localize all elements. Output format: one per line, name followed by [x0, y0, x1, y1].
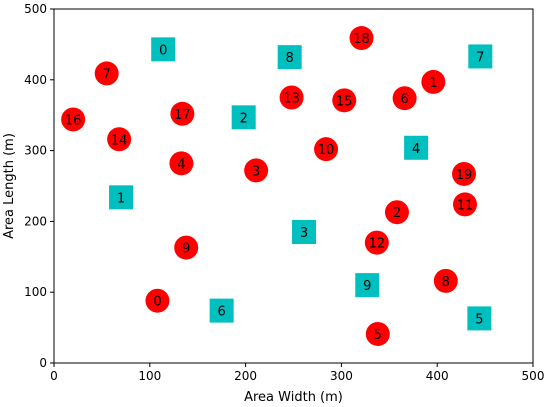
x-tick-label: 300 — [330, 369, 353, 383]
square-marker — [404, 135, 429, 160]
square-marker — [209, 298, 234, 323]
marker-label: 5 — [374, 328, 382, 343]
square-marker — [277, 45, 302, 70]
marker-label: 8 — [286, 51, 294, 66]
marker-label: 3 — [300, 226, 308, 241]
marker-label: 13 — [283, 92, 300, 107]
y-tick-label: 100 — [24, 285, 47, 299]
circle-marker — [332, 88, 357, 113]
marker-label: 2 — [393, 206, 401, 221]
marker-label: 7 — [476, 50, 484, 65]
y-tick-label: 500 — [24, 2, 47, 16]
y-axis-label: Area Length (m) — [2, 133, 17, 239]
circle-marker — [433, 268, 458, 293]
circle-marker — [392, 86, 417, 111]
circle-marker — [170, 101, 195, 126]
marker-label: 9 — [182, 242, 190, 257]
marker-label: 15 — [336, 94, 353, 109]
circle-marker — [169, 151, 194, 176]
marker-label: 1 — [117, 191, 125, 206]
square-marker — [355, 273, 380, 298]
circle-marker — [365, 321, 390, 346]
square-marker — [109, 185, 134, 210]
x-tick-label: 200 — [234, 369, 257, 383]
y-tick-label: 0 — [39, 356, 47, 370]
marker-label: 16 — [65, 113, 82, 128]
circle-marker — [384, 200, 409, 225]
x-axis-ticks: 0 100 200 300 400 500 — [50, 363, 544, 383]
square-marker — [292, 220, 317, 245]
square-marker — [231, 105, 256, 130]
marker-label: 6 — [218, 305, 226, 320]
marker-label: 2 — [240, 111, 248, 126]
circle-marker — [452, 161, 477, 186]
marker-label: 1 — [429, 76, 437, 91]
marker-label: 19 — [456, 168, 473, 183]
square-marker — [151, 37, 176, 62]
plot-area-frame — [53, 8, 534, 364]
marker-label: 0 — [153, 295, 161, 310]
marker-label: 7 — [103, 67, 111, 82]
marker-label: 4 — [177, 157, 185, 172]
x-tick-label: 400 — [426, 369, 449, 383]
circle-marker — [94, 61, 119, 86]
x-axis-label: Area Width (m) — [244, 390, 343, 405]
marker-label: 14 — [111, 133, 128, 148]
circle-marker — [61, 107, 86, 132]
circle-marker — [279, 85, 304, 110]
x-tick-label: 0 — [50, 369, 58, 383]
marker-label: 8 — [442, 275, 450, 290]
circle-marker — [174, 235, 199, 260]
circle-marker — [314, 137, 339, 162]
circle-marker — [145, 288, 170, 313]
circle-marker — [364, 230, 389, 255]
x-tick-label: 500 — [522, 369, 545, 383]
circle-marker — [349, 26, 374, 51]
marker-label: 11 — [457, 198, 474, 213]
y-tick-label: 400 — [24, 73, 47, 87]
x-tick-label: 100 — [138, 369, 161, 383]
marker-label: 5 — [475, 312, 483, 327]
y-tick-label: 300 — [24, 144, 47, 158]
circle-marker — [244, 158, 269, 183]
marker-label: 10 — [318, 143, 335, 158]
square-marker — [467, 306, 492, 331]
circle-marker — [421, 69, 446, 94]
marker-label: 0 — [159, 43, 167, 58]
square-marker — [468, 44, 493, 69]
marker-label: 9 — [363, 279, 371, 294]
y-tick-label: 200 — [24, 214, 47, 228]
marker-label: 17 — [174, 108, 191, 123]
y-axis-ticks: 0 100 200 300 400 500 — [24, 2, 54, 370]
marker-label: 18 — [353, 32, 370, 47]
circle-marker — [107, 127, 132, 152]
marker-label: 3 — [252, 164, 260, 179]
circle-marker — [452, 192, 477, 217]
marker-label: 4 — [412, 142, 420, 157]
marker-label: 12 — [369, 237, 386, 252]
marker-label: 6 — [400, 92, 408, 107]
